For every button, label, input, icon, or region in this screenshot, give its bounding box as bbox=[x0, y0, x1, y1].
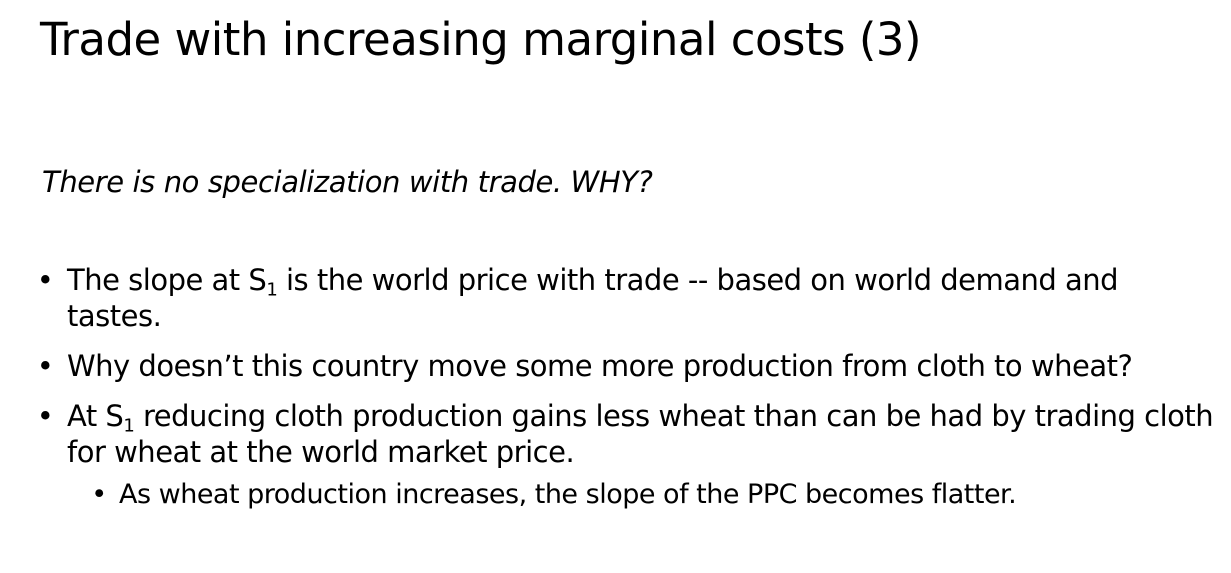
bullet-text: reducing cloth production gains less whe… bbox=[67, 399, 1214, 469]
bullet-text: Why doesn’t this country move some more … bbox=[67, 349, 1133, 383]
sub-bullet-item: • As wheat production increases, the slop… bbox=[30, 478, 1215, 512]
slide-subtitle: There is no specialization with trade. W… bbox=[42, 165, 653, 199]
bullet-text: is the world price with trade -- based o… bbox=[67, 263, 1119, 333]
subscript: 1 bbox=[266, 279, 278, 301]
bullet-text: At S bbox=[67, 399, 124, 433]
bullet-dot: • bbox=[36, 349, 54, 383]
bullet-dot: • bbox=[36, 263, 54, 297]
bullet-item: • The slope at S1 is the world price with… bbox=[30, 262, 1215, 334]
bullet-item: • Why doesn’t this country move some more… bbox=[30, 348, 1215, 384]
bullet-text: As wheat production increases, the slope… bbox=[119, 479, 1017, 510]
slide-title: Trade with increasing marginal costs (3) bbox=[40, 13, 922, 66]
bullet-text: The slope at S bbox=[67, 263, 267, 297]
bullet-dot: • bbox=[36, 399, 54, 433]
bullet-dot: • bbox=[91, 479, 107, 510]
subscript: 1 bbox=[123, 415, 135, 437]
bullet-list: • The slope at S1 is the world price with… bbox=[30, 262, 1215, 512]
bullet-item: • At S1 reducing cloth production gains l… bbox=[30, 398, 1215, 470]
